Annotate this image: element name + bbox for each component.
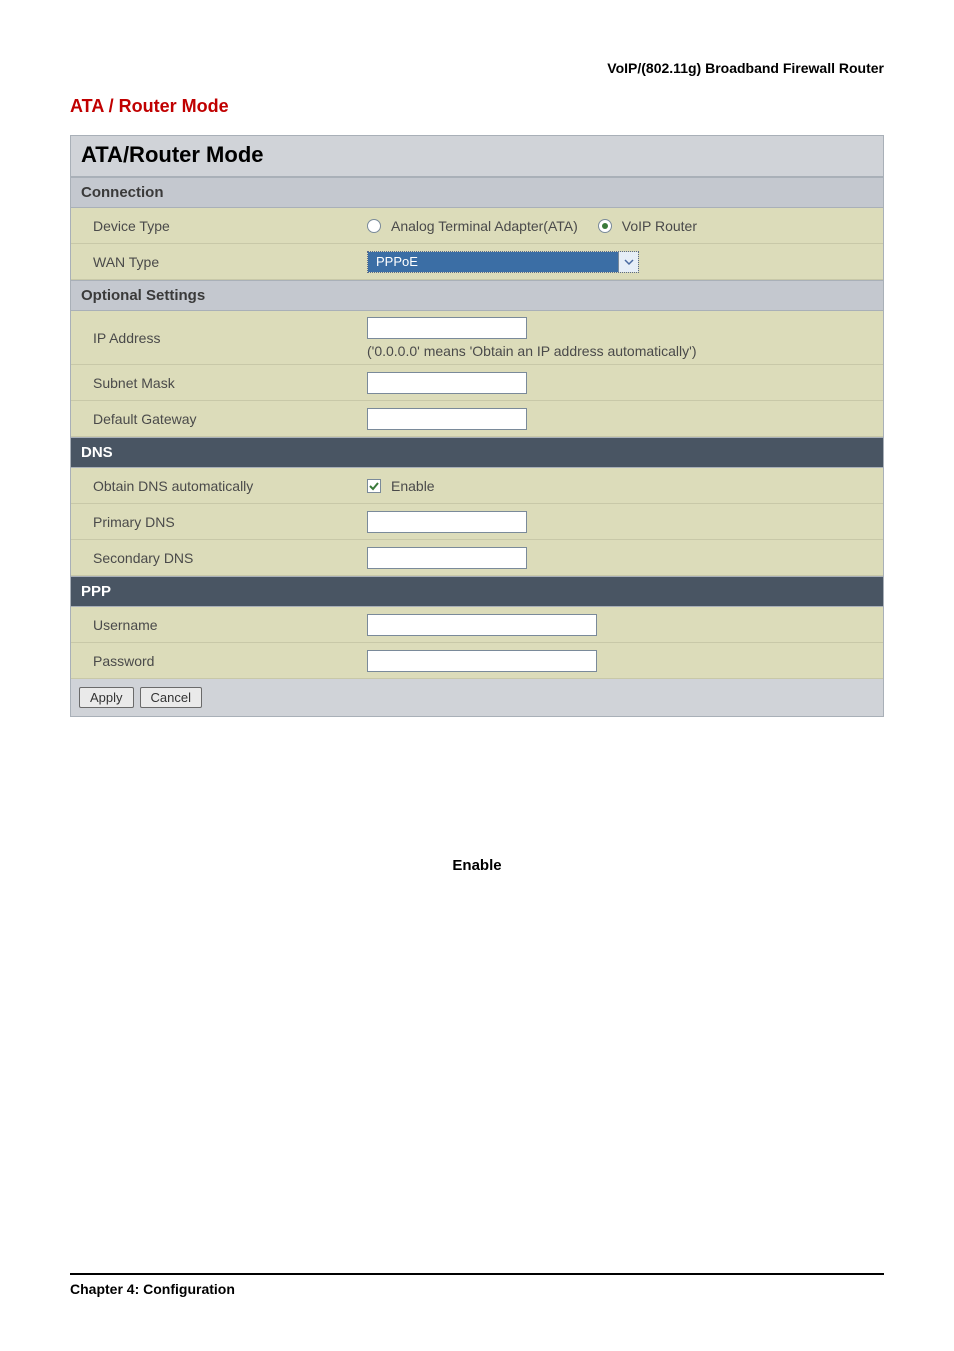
obtain-dns-checkbox-label: Enable [391,478,435,494]
label-username: Username [71,611,361,639]
section-title: ATA / Router Mode [70,96,884,117]
radio-ata[interactable] [367,219,381,233]
subnet-mask-input[interactable] [367,372,527,394]
field-password [361,646,883,676]
doc-header: VoIP/(802.11g) Broadband Firewall Router [70,60,884,76]
row-subnet-mask: Subnet Mask [71,365,883,401]
field-primary-dns [361,507,883,537]
ip-address-hint: ('0.0.0.0' means 'Obtain an IP address a… [367,343,697,359]
wan-type-value: PPPoE [368,252,618,272]
field-device-type: Analog Terminal Adapter(ATA) VoIP Router [361,214,883,238]
default-gateway-input[interactable] [367,408,527,430]
label-secondary-dns: Secondary DNS [71,544,361,572]
row-username: Username [71,607,883,643]
row-wan-type: WAN Type PPPoE [71,244,883,280]
field-subnet-mask [361,368,883,398]
field-default-gateway [361,404,883,434]
ip-address-input[interactable] [367,317,527,339]
cancel-button[interactable]: Cancel [140,687,202,708]
label-ip-address: IP Address [71,324,361,352]
label-device-type: Device Type [71,212,361,240]
field-ip-address: ('0.0.0.0' means 'Obtain an IP address a… [361,313,883,363]
button-row: Apply Cancel [71,679,883,716]
label-wan-type: WAN Type [71,248,361,276]
label-obtain-dns: Obtain DNS automatically [71,472,361,500]
radio-router-label: VoIP Router [622,218,697,234]
panel-title: ATA/Router Mode [71,136,883,177]
row-device-type: Device Type Analog Terminal Adapter(ATA)… [71,208,883,244]
section-header-connection: Connection [71,177,883,208]
section-header-ppp: PPP [71,576,883,607]
radio-voip-router[interactable] [598,219,612,233]
field-username [361,610,883,640]
username-input[interactable] [367,614,597,636]
row-primary-dns: Primary DNS [71,504,883,540]
radio-ata-label: Analog Terminal Adapter(ATA) [391,218,578,234]
row-ip-address: IP Address ('0.0.0.0' means 'Obtain an I… [71,311,883,365]
password-input[interactable] [367,650,597,672]
section-header-optional: Optional Settings [71,280,883,311]
chevron-down-icon [618,252,638,272]
label-primary-dns: Primary DNS [71,508,361,536]
secondary-dns-input[interactable] [367,547,527,569]
primary-dns-input[interactable] [367,511,527,533]
mid-enable-text: Enable [70,857,884,874]
wan-type-select[interactable]: PPPoE [367,251,639,273]
obtain-dns-checkbox[interactable] [367,479,381,493]
row-password: Password [71,643,883,679]
footer-text: Chapter 4: Configuration [70,1273,884,1297]
ata-router-panel: ATA/Router Mode Connection Device Type A… [70,135,884,717]
apply-button[interactable]: Apply [79,687,134,708]
label-password: Password [71,647,361,675]
row-secondary-dns: Secondary DNS [71,540,883,576]
field-secondary-dns [361,543,883,573]
field-wan-type: PPPoE [361,247,883,277]
field-obtain-dns: Enable [361,474,883,498]
section-header-dns: DNS [71,437,883,468]
row-obtain-dns: Obtain DNS automatically Enable [71,468,883,504]
label-default-gateway: Default Gateway [71,405,361,433]
label-subnet-mask: Subnet Mask [71,369,361,397]
row-default-gateway: Default Gateway [71,401,883,437]
